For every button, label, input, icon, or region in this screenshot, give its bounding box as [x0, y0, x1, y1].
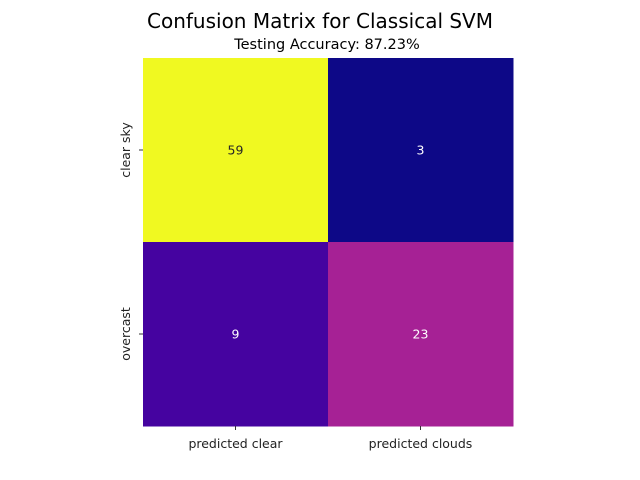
cell-value-label-r1-c1: 23	[413, 327, 429, 342]
heatmap-cell-r1-c0	[143, 242, 329, 427]
heatmap-cell-r0-c0	[143, 58, 329, 243]
cell-value-label-r1-c0: 9	[232, 327, 240, 342]
y-tick-label: overcast	[118, 307, 133, 361]
x-tick-label: predicted clear	[188, 436, 283, 451]
chart-title: Confusion Matrix for Classical SVM	[147, 9, 493, 33]
cell-value-label-r0-c0: 59	[228, 143, 244, 158]
cell-value-label-r0-c1: 3	[417, 143, 425, 158]
x-axis: predicted clear predicted clouds	[188, 426, 472, 451]
heatmap-cells	[143, 58, 514, 427]
heatmap-cell-r1-c1	[328, 242, 514, 427]
cell-annotations: 59 3 9 23	[228, 143, 429, 342]
y-tick-label: clear sky	[118, 122, 133, 178]
heatmap-cell-r0-c1	[328, 58, 514, 243]
chart-subtitle: Testing Accuracy: 87.23%	[233, 37, 420, 53]
x-tick-label: predicted clouds	[369, 436, 473, 451]
y-axis: clear sky overcast	[118, 122, 143, 361]
